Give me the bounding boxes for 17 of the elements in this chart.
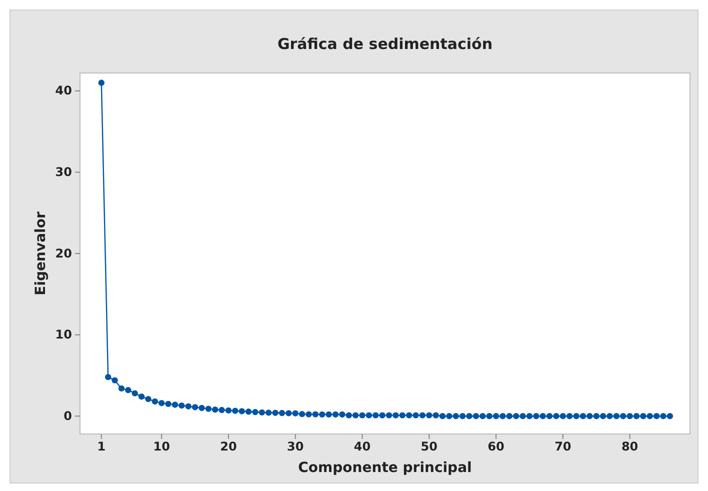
x-tick-label: 20 [220,440,237,454]
x-tick-label: 60 [488,440,504,454]
x-tick-label: 1 [97,440,106,454]
y-tick-label: 40 [55,84,72,98]
x-tick-label: 50 [420,440,438,454]
y-tick-label: 10 [55,328,72,342]
x-tick-label: 40 [354,440,371,454]
y-tick-label: 0 [64,408,72,423]
chart-title: Gráfica de sedimentación [277,35,493,53]
x-axis-title: Componente principal [298,460,472,476]
x-tick-label: 80 [621,440,638,454]
y-tick-label: 30 [55,165,72,180]
y-tick-label: 20 [55,246,72,260]
x-tick-label: 10 [153,440,170,454]
x-tick-label: 70 [554,440,572,454]
y-axis-title: Eigenvalor [33,212,49,296]
x-tick-label: 30 [287,440,304,454]
